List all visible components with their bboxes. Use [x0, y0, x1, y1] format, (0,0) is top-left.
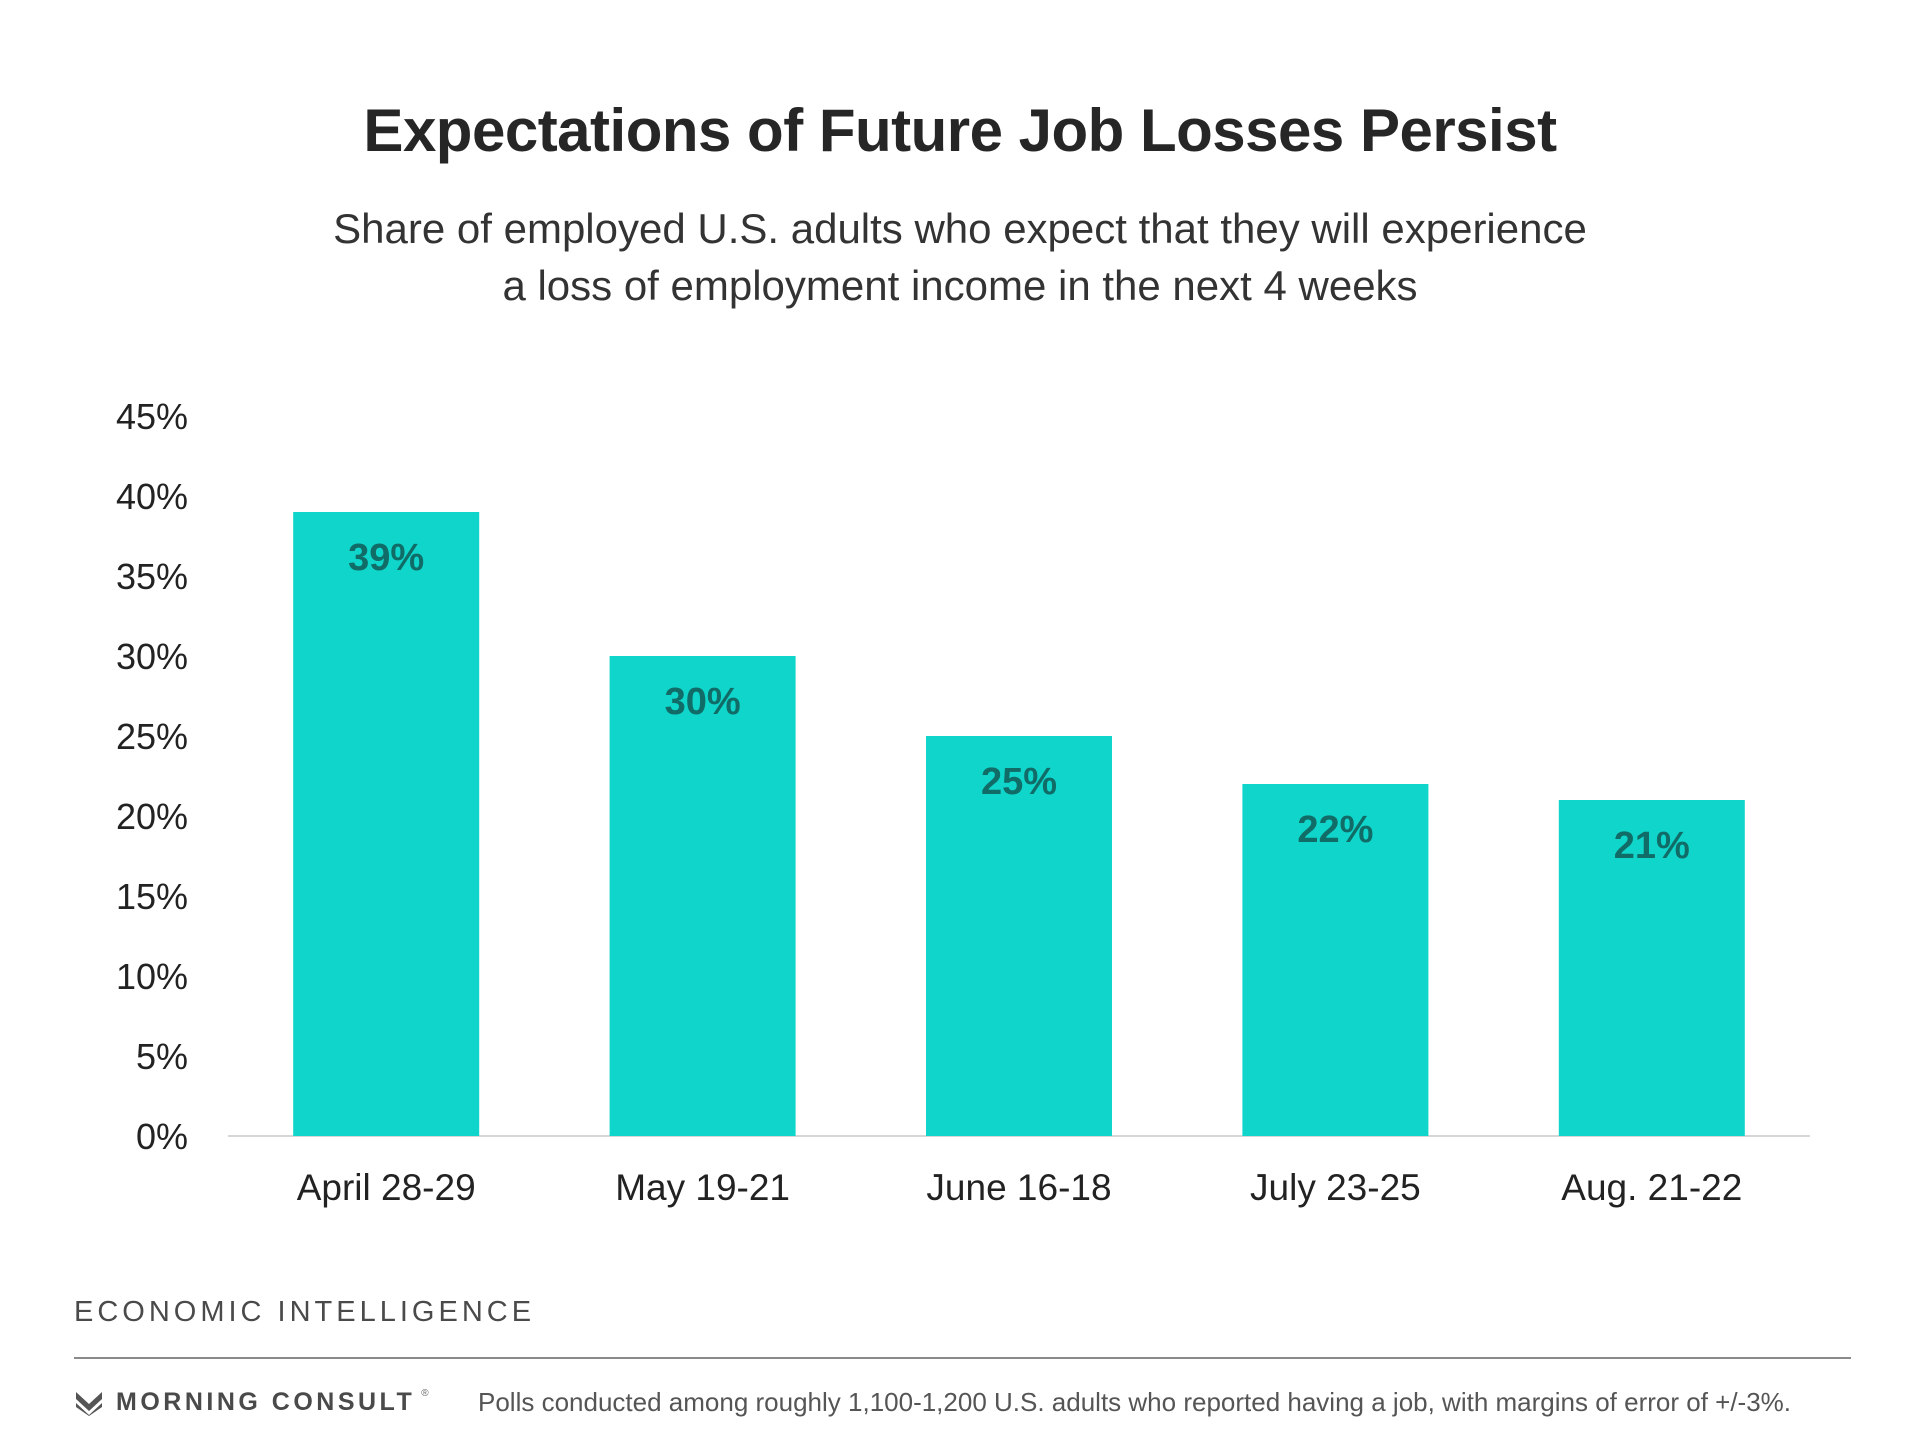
y-tick-label: 45% [116, 396, 188, 437]
x-tick-label: May 19-21 [615, 1167, 790, 1208]
y-tick-label: 10% [116, 956, 188, 997]
bar [926, 736, 1112, 1136]
bar-chart: 0% 5% 10% 15% 20% 25% 30% 35% 40% 45% 39% April 28-… [116, 396, 1810, 1208]
bar-value-label: 39% [348, 537, 424, 579]
footnote: Polls conducted among roughly 1,100-1,20… [478, 1387, 1792, 1417]
brand-name: MORNING CONSULT [116, 1388, 416, 1416]
bar-value-label: 30% [665, 681, 741, 723]
y-tick-label: 40% [116, 476, 188, 517]
subtitle-line-1: Share of employed U.S. adults who expect… [333, 205, 1587, 252]
section-label: ECONOMIC INTELLIGENCE [74, 1296, 536, 1328]
bar-value-label: 25% [981, 761, 1057, 803]
bar [1242, 784, 1429, 1136]
bar-value-label: 21% [1614, 825, 1690, 867]
x-tick-label: July 23-25 [1250, 1167, 1421, 1208]
brand-logo: MORNING CONSULT ® [74, 1388, 429, 1417]
bar [609, 656, 796, 1136]
bar [293, 512, 480, 1136]
y-tick-label: 35% [116, 556, 188, 597]
chart-subtitle: Share of employed U.S. adults who expect… [0, 200, 1920, 314]
bar [1558, 800, 1745, 1136]
bar-value-label: 22% [1297, 809, 1373, 851]
y-tick-label: 20% [116, 796, 188, 837]
y-tick-label: 5% [136, 1036, 188, 1077]
y-tick-label: 15% [116, 876, 188, 917]
y-tick-label: 0% [136, 1116, 188, 1157]
x-tick-label: Aug. 21-22 [1561, 1167, 1742, 1208]
x-tick-label: April 28-29 [297, 1167, 476, 1208]
subtitle-line-2: a loss of employment income in the next … [502, 262, 1418, 309]
y-tick-label: 25% [116, 716, 188, 757]
morning-consult-logo-icon [76, 1391, 102, 1416]
chart-title: Expectations of Future Job Losses Persis… [363, 97, 1557, 164]
brand-registered-mark: ® [421, 1388, 429, 1399]
footer-divider [74, 1357, 1851, 1359]
x-tick-label: June 16-18 [926, 1167, 1111, 1208]
y-tick-label: 30% [116, 636, 188, 677]
